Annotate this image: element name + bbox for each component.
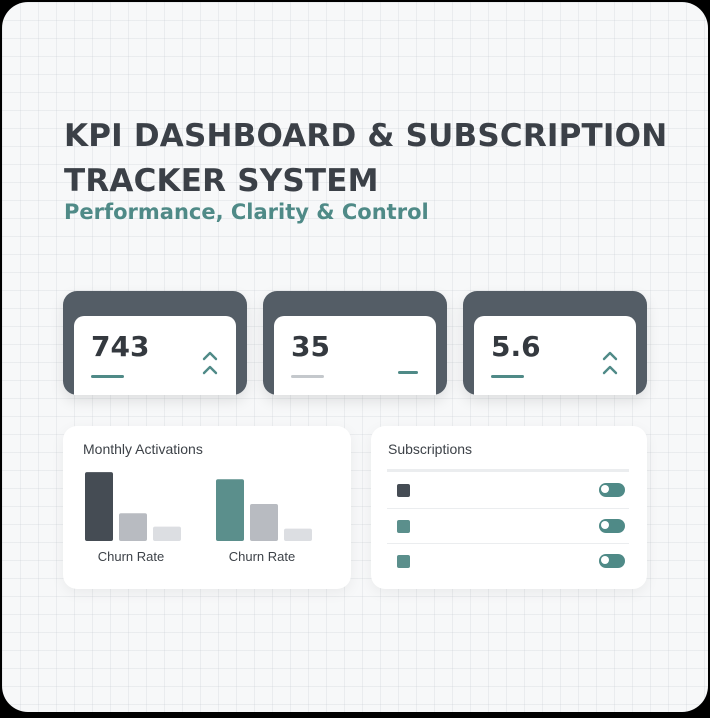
kpi-card-body: 35 [274, 316, 436, 395]
subscription-toggle[interactable] [599, 519, 625, 533]
kpi-underline [291, 375, 324, 378]
chart-bar [85, 472, 113, 541]
up-chevron-icon [202, 351, 218, 375]
monthly-activations-panel: Monthly Activations Churn Rate Churn Rate [63, 426, 351, 589]
subscription-row[interactable] [387, 544, 629, 580]
kpi-card-3[interactable]: 5.6 [463, 291, 647, 395]
kpi-card-body: 5.6 [474, 316, 636, 395]
toggle-knob [601, 521, 609, 529]
subscriptions-panel: Subscriptions [371, 426, 647, 589]
toggle-knob [601, 485, 609, 493]
divider [387, 469, 629, 472]
subscription-color-swatch [397, 555, 410, 568]
divider [387, 543, 629, 544]
panel-title: Monthly Activations [83, 441, 203, 457]
chart-bar [216, 479, 244, 541]
chart-bar [284, 528, 312, 541]
page-subtitle: Performance, Clarity & Control [64, 200, 429, 224]
kpi-card-body: 743 [74, 316, 236, 395]
subscription-color-swatch [397, 484, 410, 497]
activations-bar-chart: Churn Rate Churn Rate [85, 472, 312, 564]
divider [387, 508, 629, 509]
subscription-color-swatch [397, 520, 410, 533]
flat-dash-icon [398, 371, 418, 374]
kpi-underline [91, 375, 124, 378]
kpi-value: 5.6 [491, 330, 541, 363]
chart-bar [119, 513, 147, 541]
kpi-value: 743 [91, 330, 150, 363]
chart-bar [250, 503, 278, 541]
category-label: Churn Rate [229, 549, 295, 564]
subscription-toggle[interactable] [599, 554, 625, 568]
page-title: KPI DASHBOARD & SUBSCRIPTION TRACKER SYS… [64, 118, 668, 199]
toggle-knob [601, 556, 609, 564]
chart-bar [153, 526, 181, 541]
subscription-row[interactable] [387, 473, 629, 509]
subscription-toggle[interactable] [599, 483, 625, 497]
kpi-card-1[interactable]: 743 [63, 291, 247, 395]
up-chevron-icon [602, 351, 618, 375]
kpi-underline [491, 375, 524, 378]
kpi-value: 35 [291, 330, 330, 363]
panel-title: Subscriptions [388, 441, 473, 457]
subscription-row[interactable] [387, 509, 629, 545]
category-label: Churn Rate [98, 549, 164, 564]
kpi-card-2[interactable]: 35 [263, 291, 447, 395]
